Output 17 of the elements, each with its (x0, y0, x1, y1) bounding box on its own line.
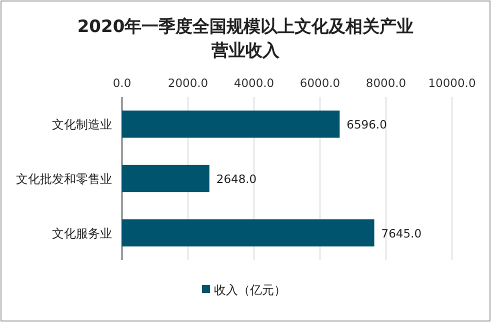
text: 6596.0 (346, 118, 387, 132)
y-tick-label: 文化制造业 (52, 118, 112, 132)
x-tick-label: 8000.0 (366, 76, 406, 90)
chart-title: 2020年一季度全国规模以上文化及相关产业营业收入 (77, 17, 414, 61)
text: 2648.0 (216, 172, 257, 186)
y-tick-label: 文化批发和零售业 (16, 172, 112, 186)
legend-label: 收入（亿元） (214, 283, 286, 297)
y-tick-label: 文化服务业 (52, 226, 112, 240)
x-tick-label: 10000.0 (428, 76, 476, 90)
x-tick-label: 0.0 (112, 76, 132, 90)
x-tick-label: 2000.0 (168, 76, 208, 90)
x-tick-label: 6000.0 (300, 76, 340, 90)
bar (122, 219, 374, 246)
bar (122, 110, 340, 138)
x-tick-label: 4000.0 (234, 76, 274, 90)
text: 7645.0 (381, 226, 422, 240)
bar (122, 164, 210, 192)
